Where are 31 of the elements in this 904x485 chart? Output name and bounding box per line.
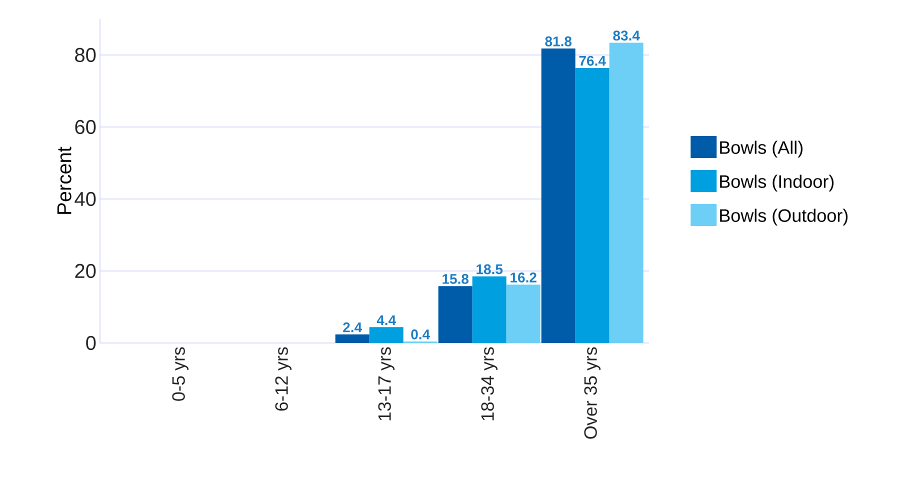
- bar: [541, 48, 576, 343]
- data-label: 4.4: [376, 315, 396, 325]
- y-axis-title: Percent: [57, 146, 72, 214]
- bar: [506, 284, 540, 343]
- data-label: 16.2: [510, 272, 536, 282]
- x-tick-label: 13-17 yrs: [378, 347, 394, 420]
- x-tick-label: 6-12 yrs: [275, 347, 292, 411]
- y-tick-label: 20: [75, 264, 96, 278]
- data-label: 0.4: [411, 329, 430, 340]
- x-tick-label: 18-34 yrs: [481, 347, 498, 420]
- data-label: 18.5: [476, 264, 503, 274]
- data-label: 2.4: [343, 322, 362, 332]
- x-tick-label: Over 35 yrs: [584, 347, 601, 439]
- x-tick-label: 0-5 yrs: [172, 347, 188, 401]
- y-tick-label: 0: [86, 336, 96, 350]
- bar: [335, 334, 370, 343]
- data-label: 15.8: [442, 274, 469, 284]
- y-tick-label: 60: [75, 120, 96, 134]
- legend-label: Bowls (Indoor): [720, 174, 834, 192]
- y-tick-label: 80: [75, 48, 96, 62]
- bar: [438, 286, 472, 343]
- legend-label: Bowls (All): [720, 140, 802, 158]
- y-tick-label: 40: [74, 192, 96, 206]
- data-label: 76.4: [579, 56, 606, 66]
- data-label: 83.4: [613, 30, 640, 41]
- data-label: 81.8: [545, 36, 572, 46]
- legend-label: Bowls (Outdoor): [720, 208, 848, 226]
- bar: [369, 327, 404, 343]
- bar: [472, 276, 506, 343]
- bar: [575, 68, 610, 343]
- bar: [609, 42, 644, 343]
